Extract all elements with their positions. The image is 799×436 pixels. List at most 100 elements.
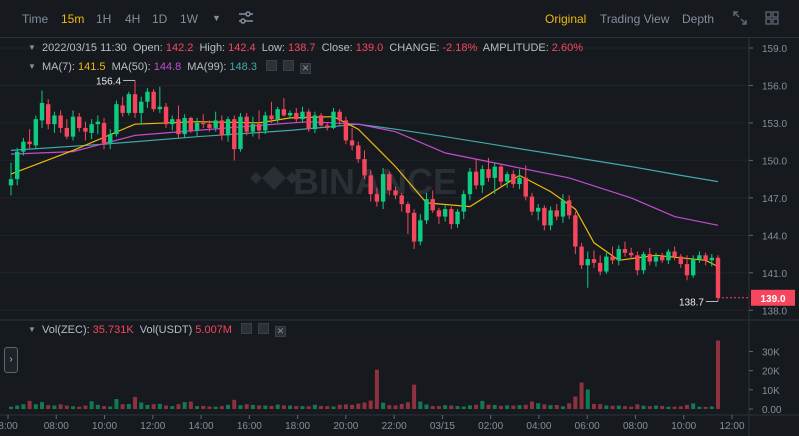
candle-body — [684, 264, 690, 276]
volume-bar — [170, 406, 175, 409]
candle-body — [374, 194, 380, 202]
volume-bar — [350, 404, 355, 409]
volume-bar — [666, 406, 671, 409]
candle-body — [517, 177, 522, 185]
candle-body — [387, 174, 392, 191]
candle-body — [27, 141, 32, 145]
candle-body — [294, 112, 299, 120]
candle-body — [690, 259, 696, 276]
volume-bar — [213, 406, 218, 409]
interval-4h[interactable]: 4H — [125, 12, 141, 26]
time-tick-label: 04:00 — [526, 421, 551, 432]
volume-bar — [21, 404, 26, 409]
candle-body — [213, 120, 218, 128]
candlestick-chart[interactable]: BINANCE156.4138.7159.0156.0153.0150.0147… — [0, 38, 799, 436]
candle-body — [560, 200, 566, 217]
candle-body — [182, 117, 187, 135]
volume-bar — [145, 404, 150, 409]
vol-close-icon[interactable]: ✕ — [275, 326, 287, 337]
volume-bar — [120, 404, 125, 409]
volume-bar — [195, 406, 200, 409]
volume-bar — [684, 404, 689, 409]
interval-1h[interactable]: 1H — [96, 12, 112, 26]
volume-bar — [306, 406, 311, 409]
ohlc-legend: ▼ 2022/03/15 11:30 Open: 142.2 High: 142.4… — [28, 42, 586, 54]
volume-bar — [641, 405, 646, 409]
volume-bar — [257, 405, 262, 409]
candle-body — [244, 116, 249, 132]
time-tick-label: 8:00 — [0, 421, 18, 432]
open-label: Open: — [132, 42, 163, 54]
candle-body — [64, 127, 70, 137]
ma-settings-icon[interactable] — [283, 60, 295, 71]
candle-body — [647, 254, 652, 262]
time-tick-label: 16:00 — [237, 421, 262, 432]
candle-body — [480, 169, 485, 186]
volume-bar — [151, 404, 156, 409]
candle-body — [579, 246, 584, 266]
interval-time[interactable]: Time — [22, 12, 49, 26]
ma-visibility-icon[interactable] — [266, 60, 278, 71]
candle-body — [659, 256, 665, 261]
candle-body — [548, 210, 553, 226]
candle-body — [467, 171, 473, 195]
volume-bar — [95, 404, 100, 409]
collapse-triangle-icon[interactable]: ▼ — [28, 62, 36, 71]
volume-bar — [108, 406, 113, 409]
volume-bar — [157, 403, 162, 409]
volume-bar — [89, 401, 94, 409]
price-tick-label: 141.0 — [762, 269, 787, 280]
amplitude-label: AMPLITUDE: — [482, 42, 549, 54]
interval-15m[interactable]: 15m — [61, 12, 85, 26]
vol-visibility-icon[interactable] — [241, 323, 253, 334]
candle-body — [449, 209, 454, 225]
volume-bar — [653, 405, 658, 409]
collapse-triangle-icon[interactable]: ▼ — [28, 43, 36, 52]
candle-body — [70, 116, 76, 137]
low-value: 138.7 — [287, 42, 316, 54]
view-trading-view[interactable]: Trading View — [600, 12, 670, 26]
volume-bar — [548, 405, 553, 409]
close-value: 139.0 — [355, 42, 384, 54]
change-value: -2.18% — [442, 42, 478, 54]
candle-body — [15, 151, 20, 180]
volume-bar — [635, 404, 640, 409]
interval-1d[interactable]: 1D — [152, 12, 168, 26]
expand-panel-button[interactable]: › — [4, 347, 18, 373]
candle-body — [504, 174, 510, 182]
view-depth[interactable]: Depth — [682, 12, 715, 26]
candle-body — [628, 252, 634, 256]
volume-bar — [288, 405, 293, 409]
high-label: High: — [199, 42, 226, 54]
volume-bar — [64, 405, 69, 409]
vol-settings-icon[interactable] — [258, 323, 270, 334]
volume-bar — [467, 405, 472, 409]
volume-bar — [139, 402, 144, 409]
price-tick-label: 144.0 — [762, 231, 787, 242]
candle-body — [39, 102, 45, 121]
candle-body — [703, 255, 708, 261]
grid-layout-icon[interactable] — [765, 11, 779, 28]
candle-body — [678, 256, 683, 265]
more-intervals-dropdown-icon[interactable]: ▼ — [212, 13, 221, 23]
fullscreen-icon[interactable] — [733, 11, 747, 28]
volume-bar — [294, 406, 299, 409]
volume-bar — [337, 404, 342, 409]
view-original[interactable]: Original — [545, 12, 587, 26]
candle-body — [275, 109, 280, 120]
candle-body — [666, 251, 671, 261]
time-tick-label: 03/15 — [430, 421, 455, 432]
volume-bar — [232, 399, 237, 409]
volume-bar — [27, 400, 32, 409]
volume-bar — [480, 400, 485, 409]
candle-body — [108, 134, 113, 143]
collapse-triangle-icon[interactable]: ▼ — [28, 325, 36, 334]
volume-bar — [58, 404, 63, 409]
interval-1w[interactable]: 1W — [180, 12, 198, 26]
ma-close-icon[interactable]: ✕ — [300, 63, 312, 74]
candle-body — [225, 119, 231, 136]
indicator-settings-icon[interactable] — [238, 10, 254, 29]
candle-body — [616, 249, 621, 261]
vol-usdt-value: 5.007M — [195, 324, 232, 336]
candle-body — [238, 116, 243, 150]
